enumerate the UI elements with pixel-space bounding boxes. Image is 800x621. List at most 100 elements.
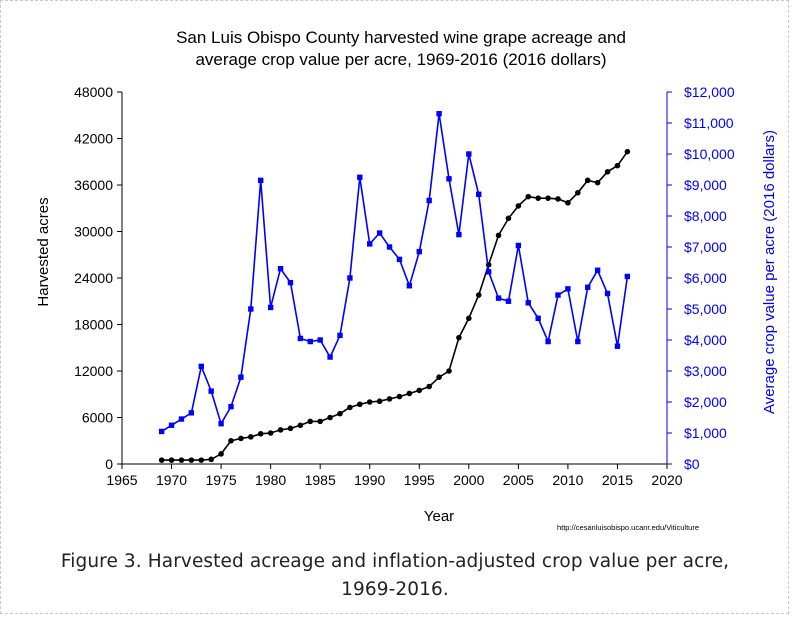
acres-data-point [466, 315, 472, 322]
y-left-tick-label: 42000 [74, 131, 113, 147]
x-tick-label: 2015 [602, 472, 633, 488]
value-data-point [515, 242, 522, 249]
y-right-tick-label: $5,000 [684, 301, 727, 317]
y-axis-left-label: Harvested acres [35, 197, 52, 306]
value-data-point [218, 421, 224, 427]
acres-data-point [376, 398, 383, 405]
value-data-point [178, 416, 185, 422]
figure-caption: Figure 3. Harvested acreage and inflatio… [0, 548, 790, 604]
y-left-tick-label: 36000 [74, 177, 113, 193]
x-tick-label: 1965 [106, 472, 137, 488]
acres-data-point [327, 414, 333, 421]
value-data-point [505, 298, 512, 304]
acres-data-point [317, 418, 323, 425]
acres-data-point [475, 292, 482, 298]
value-data-point [258, 177, 264, 184]
acres-data-point [396, 393, 403, 400]
acres-data-point [386, 396, 393, 402]
value-data-point [347, 275, 353, 281]
value-data-point [386, 244, 393, 250]
chart-title-line2: average crop value per acre, 1969-2016 (… [195, 50, 606, 69]
acres-data-point [257, 430, 264, 437]
value-data-point [357, 174, 363, 180]
value-data-point [436, 111, 442, 117]
y-right-tick-label: $12,000 [684, 84, 735, 100]
value-data-point [604, 290, 611, 297]
acres-data-point [248, 434, 254, 440]
value-data-point [228, 403, 234, 410]
chart-title: San Luis Obispo County harvested wine gr… [176, 28, 626, 69]
value-data-point [485, 269, 492, 275]
x-tick-label: 2010 [552, 472, 583, 488]
acres-data-point [456, 334, 462, 341]
value-data-point [555, 292, 561, 298]
acres-data-point [198, 457, 205, 463]
chart-container: San Luis Obispo County harvested wine gr… [2, 2, 788, 544]
value-data-point [476, 191, 482, 197]
y-right-tick-label: $8,000 [684, 208, 727, 224]
y-left-tick-label: 24000 [74, 270, 113, 286]
acres-data-point [515, 203, 522, 209]
value-data-point [426, 197, 432, 204]
acres-data-point [495, 232, 502, 239]
acres-data-point [525, 193, 532, 200]
y-right-tick-label: $11,000 [684, 115, 734, 131]
value-data-point [208, 388, 214, 394]
acres-data-point [505, 215, 512, 222]
acres-data-point [575, 189, 581, 196]
chart-title-line1: San Luis Obispo County harvested wine gr… [176, 28, 626, 47]
acres-data-point [535, 195, 541, 201]
value-data-point [446, 176, 452, 182]
acres-data-point [277, 427, 284, 433]
value-data-point [565, 286, 571, 292]
value-data-point [376, 230, 383, 236]
acres-data-point [307, 418, 314, 425]
y-left-tick-label: 6000 [82, 410, 113, 426]
figure-frame [0, 0, 789, 614]
value-data-point [297, 335, 304, 342]
x-tick-label: 1985 [305, 472, 336, 488]
acres-data-point [594, 179, 601, 186]
value-data-point [367, 241, 373, 247]
y-right-tick-label: $10,000 [684, 146, 735, 162]
acres-data-point [426, 383, 432, 390]
value-data-point [406, 283, 413, 289]
acres-data-point [238, 435, 244, 442]
y-right-tick-label: $2,000 [684, 394, 727, 410]
x-tick-label: 1980 [255, 472, 286, 488]
value-data-point [545, 338, 551, 345]
value-data-point [198, 363, 204, 370]
acres-data-point [624, 148, 631, 155]
y-left-tick-label: 18000 [74, 317, 113, 333]
value-data-point [466, 151, 472, 157]
value-series-line [161, 113, 629, 433]
value-data-point [327, 354, 333, 360]
value-data-point [287, 279, 294, 286]
y-right-tick-label: $7,000 [684, 239, 727, 255]
y-left-tick-label: 48000 [74, 84, 113, 100]
acres-data-point [297, 422, 304, 429]
acres-data-point [337, 410, 343, 417]
acres-data-point [604, 169, 611, 175]
acres-data-point [416, 387, 423, 394]
acres-data-point [208, 456, 214, 463]
caption-line1: Figure 3. Harvested acreage and inflatio… [60, 551, 730, 572]
acres-data-point [228, 437, 234, 444]
value-data-point [575, 338, 581, 345]
axes: 1965 1970 1975 1980 1985 1990 1995 2000 2005 2010… [74, 84, 735, 488]
y-right-tick-label: $6,000 [684, 270, 727, 286]
acres-data-point [406, 390, 413, 397]
x-tick-label: 2020 [651, 472, 682, 488]
acres-data-point [178, 457, 185, 463]
y-right-tick-label: $9,000 [684, 177, 727, 193]
acres-data-point [366, 399, 373, 405]
acres-data-point [565, 200, 571, 206]
value-data-point [238, 374, 244, 380]
value-data-point [525, 300, 531, 306]
value-data-point [277, 266, 284, 272]
y-right-tick-label: $1,000 [684, 425, 727, 441]
value-data-point [396, 256, 403, 263]
acres-data-point [584, 177, 591, 184]
value-data-point [456, 231, 462, 238]
caption-line2: 1969-2016. [341, 579, 449, 600]
